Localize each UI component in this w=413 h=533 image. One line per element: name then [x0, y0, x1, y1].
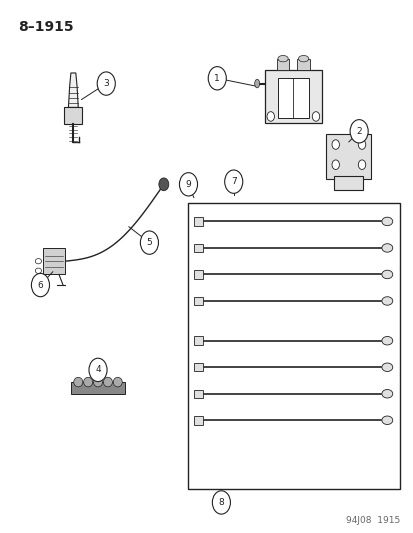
- Bar: [193, 416, 202, 424]
- Circle shape: [358, 140, 365, 149]
- Ellipse shape: [381, 244, 392, 252]
- Text: 7: 7: [230, 177, 236, 186]
- Text: 5: 5: [146, 238, 152, 247]
- Bar: [193, 336, 202, 345]
- Bar: [193, 244, 202, 252]
- Text: 4: 4: [95, 366, 101, 374]
- Bar: [297, 59, 309, 70]
- Circle shape: [140, 231, 158, 254]
- Ellipse shape: [103, 377, 112, 387]
- Text: 1: 1: [214, 74, 220, 83]
- Circle shape: [266, 112, 274, 121]
- Ellipse shape: [381, 416, 392, 424]
- Circle shape: [331, 140, 339, 149]
- Polygon shape: [68, 73, 78, 108]
- Circle shape: [224, 170, 242, 193]
- Circle shape: [179, 173, 197, 196]
- Ellipse shape: [381, 270, 392, 279]
- Ellipse shape: [277, 55, 287, 62]
- Ellipse shape: [381, 336, 392, 345]
- Bar: [193, 217, 202, 225]
- Circle shape: [349, 119, 367, 143]
- Text: 6: 6: [38, 280, 43, 289]
- Ellipse shape: [83, 377, 93, 387]
- Circle shape: [31, 273, 50, 297]
- Text: 2: 2: [356, 127, 361, 136]
- Bar: [325, 134, 370, 179]
- Bar: [188, 203, 399, 489]
- Ellipse shape: [93, 377, 102, 387]
- Circle shape: [358, 160, 365, 169]
- Ellipse shape: [381, 297, 392, 305]
- Ellipse shape: [381, 217, 392, 225]
- Circle shape: [208, 67, 226, 90]
- Circle shape: [89, 358, 107, 382]
- Bar: [276, 59, 289, 70]
- Text: 8: 8: [218, 498, 224, 507]
- Circle shape: [331, 160, 339, 169]
- Bar: [193, 270, 202, 279]
- Polygon shape: [43, 248, 65, 274]
- Bar: [193, 297, 202, 305]
- Circle shape: [212, 491, 230, 514]
- Circle shape: [159, 178, 169, 191]
- Ellipse shape: [74, 377, 83, 387]
- Ellipse shape: [381, 390, 392, 398]
- Ellipse shape: [298, 55, 308, 62]
- Circle shape: [311, 112, 319, 121]
- Bar: [264, 70, 321, 123]
- Bar: [193, 363, 202, 372]
- Text: 8–1915: 8–1915: [18, 20, 73, 34]
- Text: 3: 3: [103, 79, 109, 88]
- Ellipse shape: [254, 79, 259, 88]
- Bar: [277, 78, 308, 118]
- Text: 9: 9: [185, 180, 191, 189]
- Bar: [71, 382, 124, 394]
- Text: 94J08  1915: 94J08 1915: [345, 516, 399, 525]
- Ellipse shape: [113, 377, 122, 387]
- Ellipse shape: [381, 363, 392, 372]
- Bar: [334, 176, 362, 190]
- Circle shape: [97, 72, 115, 95]
- Bar: [193, 390, 202, 398]
- Bar: [64, 107, 82, 124]
